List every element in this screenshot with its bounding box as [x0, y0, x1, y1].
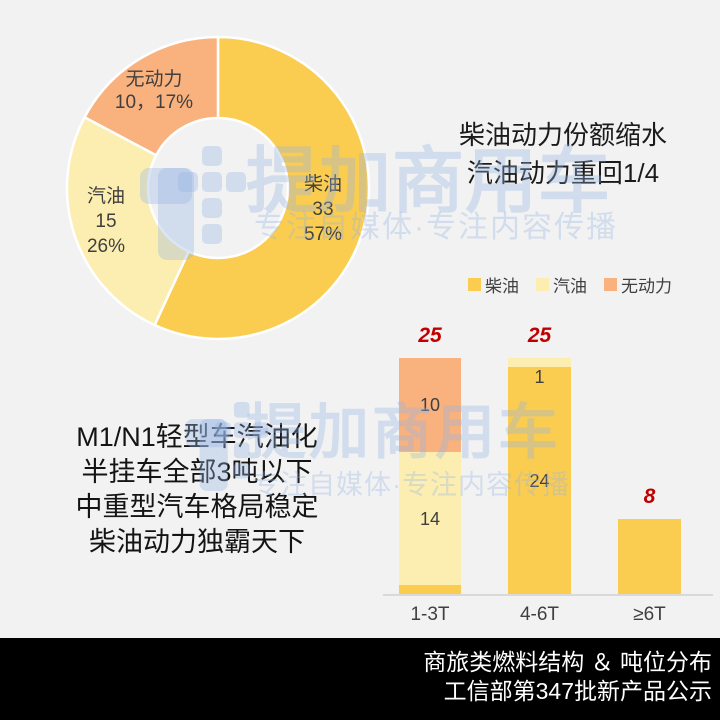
legend-item-柴油: 柴油 [468, 272, 519, 297]
summary-note-line1: M1/N1轻型车汽油化 [76, 422, 318, 452]
donut-slice-汽油 [65, 116, 190, 327]
fuel-share-donut-chart [65, 35, 371, 341]
donut-label-gasoline-percent: 26% [86, 236, 126, 257]
donut-label-nopower-name: 无动力 [125, 69, 183, 90]
legend-label: 汽油 [553, 277, 587, 296]
x-axis-label-≥6T: ≥6T [633, 604, 666, 625]
donut-label-diesel-name: 柴油 [303, 174, 342, 195]
donut-label-gasoline-name: 汽油 [86, 186, 125, 207]
headline: 柴油动力份额缩水 汽油动力重回1/4 [413, 116, 713, 192]
bar-segment-4-6T-汽油 [508, 358, 571, 368]
bar-total-4-6T: 25 [527, 324, 552, 347]
bar-segment-≥6T-柴油 [618, 518, 681, 594]
donut-label-gasoline-value: 15 [95, 211, 117, 232]
summary-note-line3: 中重型汽车格局稳定 [75, 492, 319, 522]
headline-line1: 柴油动力份额缩水 [458, 120, 667, 150]
summary-note: M1/N1轻型车汽油化 半挂车全部3吨以下 中重型汽车格局稳定 柴油动力独霸天下 [37, 420, 357, 560]
summary-note-line2: 半挂车全部3吨以下 [81, 457, 313, 487]
legend-swatch-icon [536, 278, 549, 291]
bar-segment-value-1-3T-汽油: 14 [419, 508, 441, 529]
bar-total-1-3T: 25 [418, 324, 442, 347]
donut-label-diesel-percent: 57% [303, 224, 343, 245]
bar-segment-1-3T-柴油 [399, 584, 461, 594]
donut-label-diesel: 柴油 33 57% [283, 172, 363, 247]
legend-item-汽油: 汽油 [536, 272, 587, 297]
bar-segment-4-6T-柴油 [508, 367, 571, 594]
donut-slice-柴油 [153, 35, 371, 341]
footer-line2: 工信部第347批新产品公示 [443, 678, 712, 704]
x-axis-label-4-6T: 4-6T [519, 604, 560, 625]
x-axis-label-1-3T: 1-3T [410, 604, 450, 625]
headline-line2: 汽油动力重回1/4 [466, 158, 660, 188]
bar-segment-value-1-3T-无动力: 10 [419, 395, 441, 416]
bar-segment-1-3T-无动力 [399, 358, 461, 453]
donut-label-gasoline: 汽油 15 26% [66, 184, 146, 259]
legend-swatch-icon [468, 278, 481, 291]
x-axis-line [383, 594, 713, 596]
bar-segment-value-4-6T-柴油: 24 [529, 470, 550, 491]
donut-label-diesel-value: 33 [312, 199, 334, 220]
bar-total-≥6T: 8 [643, 484, 656, 508]
bar-segment-1-3T-汽油 [399, 452, 461, 585]
legend-swatch-icon [604, 278, 617, 291]
bar-segment-value-4-6T-汽油: 1 [534, 366, 545, 387]
summary-note-line4: 柴油动力独霸天下 [89, 527, 305, 557]
legend-label: 无动力 [621, 277, 672, 296]
footer-line1: 商旅类燃料结构 ＆ 吨位分布 [423, 649, 712, 675]
footer-bar: 商旅类燃料结构 ＆ 吨位分布 工信部第347批新产品公示 [0, 638, 720, 720]
chart-legend: 柴油 汽油 无动力 [420, 272, 720, 297]
donut-slice-无动力 [83, 35, 220, 157]
donut-label-nopower: 无动力 10，17% [99, 68, 209, 114]
legend-label: 柴油 [485, 277, 519, 296]
legend-item-无动力: 无动力 [604, 272, 672, 297]
donut-label-nopower-value-percent: 10，17% [114, 92, 194, 113]
